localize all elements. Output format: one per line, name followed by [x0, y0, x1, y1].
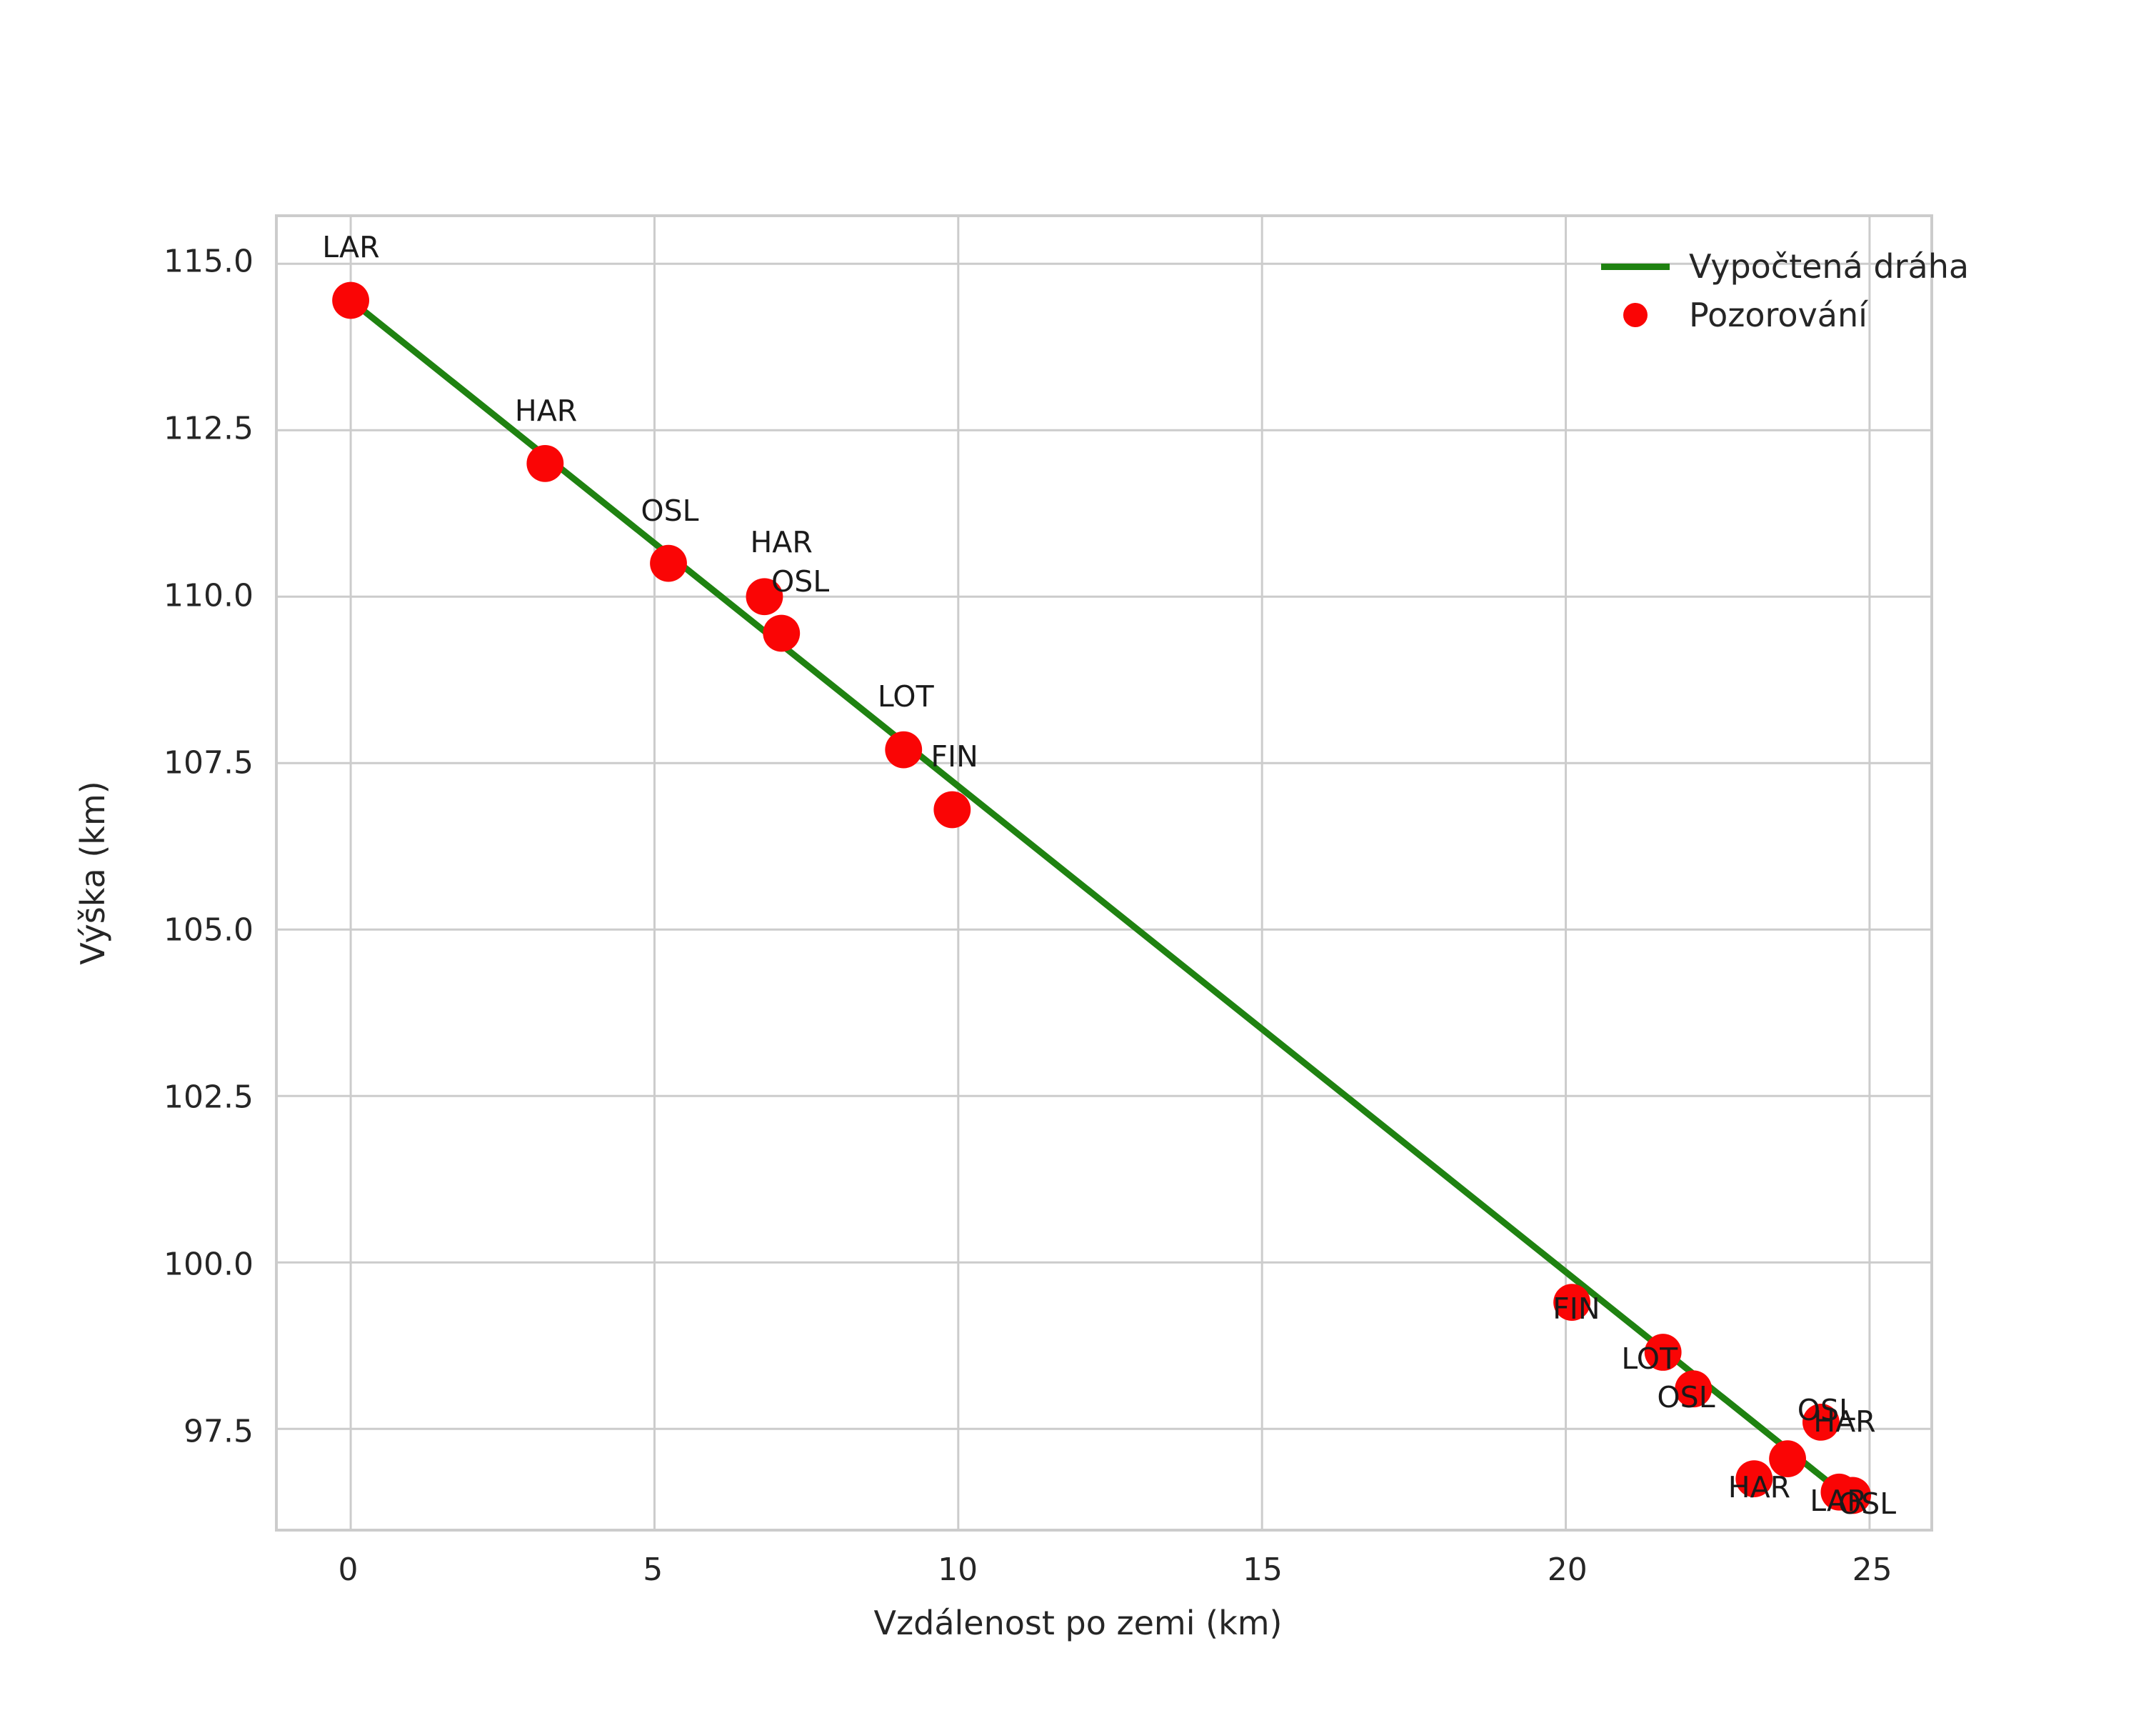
observation-marker [1553, 1284, 1590, 1322]
plot-area: LAR HAR OSL HAR OSL LOT FIN FIN LOT OSL HAR OSL HAR L… [275, 214, 1933, 1532]
y-tick-label: 97.5 [184, 1413, 254, 1450]
y-tick-label: 112.5 [164, 410, 254, 447]
legend-item-label: Pozorování [1689, 296, 1867, 334]
y-tick-label: 100.0 [164, 1246, 254, 1283]
legend-item-observations[interactable]: Pozorování [1582, 291, 1917, 339]
trajectory-line [347, 297, 1849, 1499]
x-tick-label: 10 [938, 1552, 978, 1588]
legend-line-swatch-icon [1582, 263, 1689, 270]
legend-dot-swatch-icon [1582, 303, 1689, 327]
x-tick-label: 5 [643, 1552, 663, 1588]
y-tick-label: 102.5 [164, 1079, 254, 1116]
observation-marker [1735, 1460, 1773, 1497]
observation-marker [526, 444, 564, 482]
observation-marker [1834, 1477, 1872, 1514]
observation-marker [746, 578, 783, 616]
observation-marker [763, 614, 801, 652]
data-layer [332, 281, 1872, 1514]
y-tick-label: 107.5 [164, 744, 254, 781]
observation-marker [1644, 1334, 1682, 1371]
observation-marker [650, 544, 687, 582]
x-tick-label: 0 [338, 1552, 359, 1588]
legend-item-label: Vypočtená dráha [1689, 247, 1970, 286]
x-tick-label: 20 [1547, 1552, 1588, 1588]
observation-marker [1675, 1370, 1713, 1408]
observation-marker [1769, 1440, 1806, 1478]
chart-legend: Vypočtená dráha Pozorování [1582, 232, 1969, 349]
x-tick-label: 15 [1242, 1552, 1283, 1588]
observation-marker [332, 281, 369, 319]
observation-marker [933, 791, 971, 829]
y-tick-label: 110.0 [164, 577, 254, 614]
x-axis-title: Vzdálenost po zemi (km) [873, 1604, 1283, 1642]
observation-marker [1802, 1403, 1840, 1441]
legend-item-line[interactable]: Vypočtená dráha [1582, 242, 1969, 291]
y-tick-label: 105.0 [164, 912, 254, 949]
x-tick-label: 25 [1852, 1552, 1892, 1588]
observation-marker [885, 731, 923, 769]
y-tick-label: 115.0 [164, 243, 254, 280]
